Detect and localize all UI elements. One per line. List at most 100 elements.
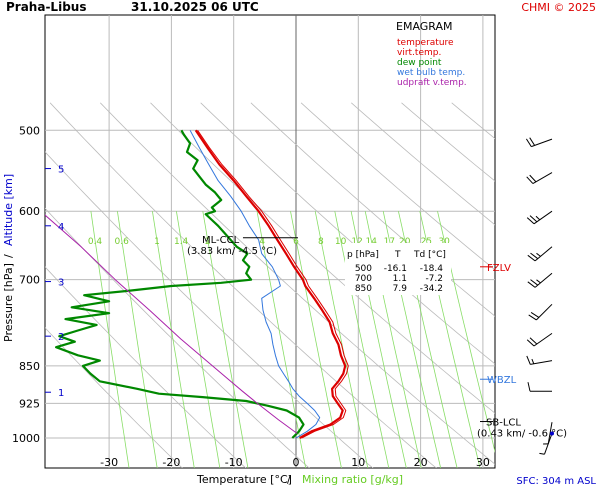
dry-adiabat-390 (552, 103, 600, 481)
legend-item-temperature: temperature (397, 38, 454, 48)
wind-barb-staff (536, 303, 553, 321)
mixing-ratio-label-6: 6 (293, 237, 299, 247)
wind-barb-feather (529, 337, 538, 345)
wind-barb-feather (530, 252, 539, 260)
wind-barb-feather (527, 382, 531, 392)
mixing-ratio-label-20: 20 (399, 237, 411, 247)
table-cell-p-850: 850 (355, 284, 372, 294)
altitude-tick-5: 5 (58, 165, 64, 176)
table-cell-t-850: 7.9 (393, 284, 408, 294)
legend-item-updraft: udpraft v.temp. (397, 78, 467, 88)
y-axis-label-separator: / (2, 254, 15, 258)
table-header-p: p [hPa] (347, 250, 379, 260)
wind-barb-staff (533, 210, 553, 225)
mixing-ratio-label-12: 12 (351, 237, 362, 247)
wind-barb-half-feather (539, 452, 545, 455)
table-cell-td-700: -7.2 (425, 274, 443, 284)
series-virt-temp (197, 130, 349, 439)
wind-barb-feather (526, 339, 535, 347)
x-tick-20: 20 (414, 456, 428, 469)
wind-barb-feather (528, 314, 537, 321)
altitude-tick-1: 1 (58, 388, 64, 399)
wind-barb-510 (525, 137, 553, 148)
series-wet-bulb-temp (189, 130, 321, 439)
dry-adiabat-320 (200, 102, 495, 365)
table-cell-td-500: -18.4 (420, 264, 444, 274)
dry-adiabat-250 (45, 327, 183, 468)
pressure-tick-700: 700 (19, 274, 40, 287)
series-udpraft-v-temp (45, 214, 298, 434)
sounding-table: p [hPa] T Td [°C] 500 -16.1 -18.4 700 1.… (345, 243, 451, 295)
legend-item-dew-point: dew point (397, 58, 442, 68)
pressure-tick-1000: 1000 (12, 432, 40, 445)
wind-barb-staff (530, 360, 553, 365)
table-cell-t-500: -16.1 (384, 264, 407, 274)
wind-barb-staff (531, 138, 553, 148)
wind-barb-station-dot (550, 431, 554, 436)
wind-barb-feather (526, 355, 531, 365)
table-header-t: T (394, 250, 401, 260)
mixing-ratio-line-1.4 (176, 211, 221, 468)
fzlv-label: FZLV (487, 263, 511, 274)
ml-ccl-label: ML-CCL (202, 235, 240, 246)
pressure-tick-600: 600 (19, 205, 40, 218)
wind-barb-staff (534, 272, 553, 288)
station-title: Praha-Libus (6, 0, 86, 14)
legend: EMAGRAM temperature virt.temp. dew point… (396, 20, 467, 88)
mixing-ratio-line-8 (314, 211, 369, 468)
pressure-tick-925: 925 (19, 397, 40, 410)
level-annotations: ML-CCL(3.83 km/ -4.5 °C) SB-LCL(0.43 km/ … (187, 235, 567, 440)
wind-barb-990 (539, 431, 554, 455)
x-tick-10: 10 (351, 456, 365, 469)
legend-item-wet-bulb: wet bulb temp. (397, 68, 465, 78)
wind-barb-550 (526, 172, 553, 185)
wind-barb-half-feather (536, 252, 541, 257)
pressure-tick-500: 500 (19, 124, 40, 137)
wind-barb-600 (526, 210, 553, 225)
mixing-ratio-line-0.6 (117, 211, 158, 468)
credit-text: CHMI © 2025 (521, 1, 596, 14)
wind-barb-staff (534, 246, 553, 262)
altitude-tick-3: 3 (58, 278, 64, 289)
mixing-ratio-label-2: 2 (205, 237, 211, 247)
mixing-ratio-line-0.4 (90, 211, 130, 468)
mixing-ratio-line-6 (290, 211, 342, 468)
x-axis-label-temperature: Temperature [°C] (196, 473, 292, 486)
pressure-tick-850: 850 (19, 360, 40, 373)
legend-title: EMAGRAM (396, 20, 453, 33)
mixing-ratio-label-0.6: 0.6 (115, 237, 130, 247)
sb-lcl-label: SB-LCL (486, 418, 521, 429)
x-tick-labels: -30 -20 -10 0 10 20 30 (100, 456, 490, 469)
mixing-ratio-label-10: 10 (335, 237, 347, 247)
y-axis-label-altitude: Altitude [km] (2, 174, 15, 246)
x-tick--30: -30 (100, 456, 118, 469)
mixing-ratio-label-8: 8 (318, 237, 324, 247)
ml-ccl-value: (3.83 km/ -4.5 °C) (187, 246, 277, 257)
dry-adiabat-330 (250, 102, 495, 317)
altitude-tick-2: 2 (58, 332, 64, 343)
wind-barb-staff (533, 332, 553, 347)
x-tick--10: -10 (225, 456, 243, 469)
mixing-ratio-label-1.4: 1.4 (174, 237, 189, 247)
table-cell-td-850: -34.2 (420, 284, 443, 294)
mixing-ratio-line-2 (202, 211, 249, 468)
dry-adiabat-260 (45, 266, 247, 468)
wind-barb-790 (526, 332, 553, 347)
x-tick--20: -20 (162, 456, 180, 469)
wind-barb-feather (526, 217, 535, 225)
wind-barb-feather (525, 138, 532, 147)
mixing-ratio-label-1: 1 (154, 237, 160, 247)
altitude-tick-4: 4 (58, 222, 64, 233)
wind-barb-740 (528, 303, 553, 321)
wind-barbs (525, 137, 554, 455)
legend-item-virt-temp: virt.temp. (397, 48, 441, 58)
wind-barb-half-feather (535, 215, 541, 221)
plot-area (44, 14, 496, 469)
table-cell-t-700: 1.1 (393, 274, 407, 284)
dry-adiabat-300 (100, 102, 495, 465)
dry-adiabats (45, 102, 600, 481)
dry-adiabat-350 (351, 102, 495, 226)
wind-barb-half-feather (531, 358, 535, 364)
altitude-tick-labels: 1 2 3 4 5 (45, 165, 64, 399)
x-tick-30: 30 (476, 456, 490, 469)
